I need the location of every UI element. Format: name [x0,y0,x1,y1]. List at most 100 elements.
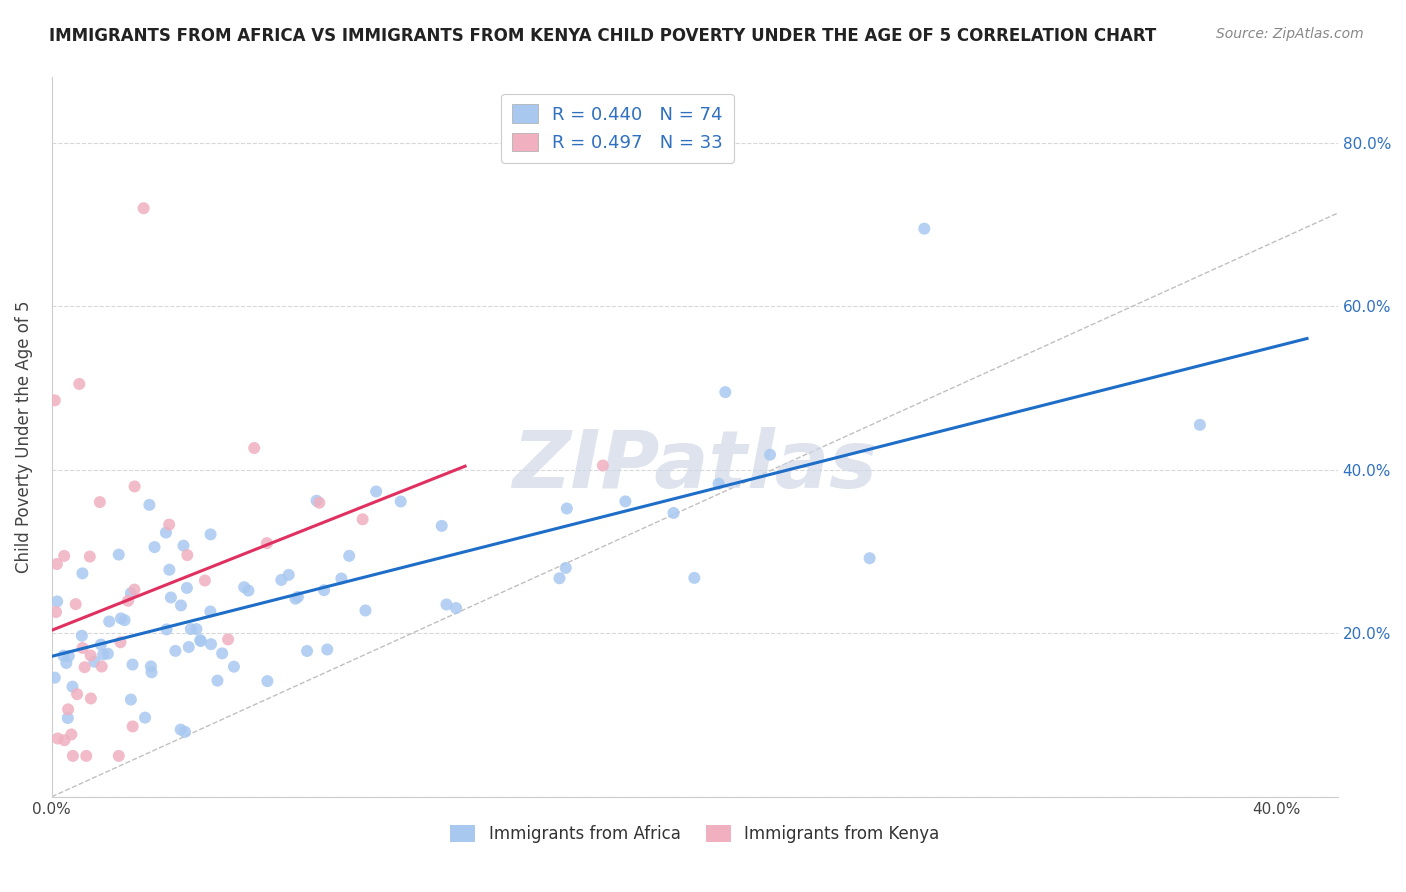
Point [98,615,121,629]
Point [141,665,163,680]
Point [62,748,84,763]
Point [200,605,222,619]
Point [366,484,388,499]
Point [107,748,129,763]
Text: Source: ZipAtlas.com: Source: ZipAtlas.com [1216,27,1364,41]
Point [114,613,136,627]
Point [1188,417,1211,432]
Point [73,660,96,674]
Point [614,494,637,508]
Text: ZIPatlas: ZIPatlas [512,427,877,505]
Point [176,548,198,562]
Point [238,583,260,598]
Point [83,655,105,669]
Point [46,731,69,746]
Point [45,557,67,571]
Y-axis label: Child Poverty Under the Age of 5: Child Poverty Under the Age of 5 [15,301,32,574]
Point [287,590,309,604]
Point [72,566,94,581]
Point [124,479,146,493]
Point [143,540,166,554]
Point [55,656,77,670]
Point [295,644,318,658]
Point [436,598,458,612]
Point [79,549,101,564]
Point [60,727,83,741]
Point [160,591,183,605]
Point [56,702,79,716]
Point [134,710,156,724]
Point [89,495,111,509]
Point [188,633,211,648]
Point [170,723,193,737]
Legend: Immigrants from Africa, Immigrants from Kenya: Immigrants from Africa, Immigrants from … [440,815,949,853]
Point [194,574,217,588]
Point [683,571,706,585]
Point [707,476,730,491]
Point [53,549,76,563]
Point [44,393,66,408]
Point [554,561,576,575]
Text: IMMIGRANTS FROM AFRICA VS IMMIGRANTS FROM KENYA CHILD POVERTY UNDER THE AGE OF 5: IMMIGRANTS FROM AFRICA VS IMMIGRANTS FRO… [49,27,1157,45]
Point [256,536,278,550]
Point [58,648,80,663]
Point [72,640,94,655]
Point [107,548,129,562]
Point [284,591,307,606]
Point [270,573,292,587]
Point [555,501,578,516]
Point [53,733,76,747]
Point [548,571,571,585]
Point [176,581,198,595]
Point [389,494,412,508]
Point [139,659,162,673]
Point [79,648,101,663]
Point [62,680,84,694]
Point [157,563,180,577]
Point [67,376,90,391]
Point [110,611,132,625]
Point [337,549,360,563]
Point [121,657,143,672]
Point [211,647,233,661]
Point [430,519,453,533]
Point [759,448,782,462]
Point [80,691,103,706]
Point [180,622,202,636]
Point [124,582,146,597]
Point [165,644,187,658]
Point [200,637,222,651]
Point [138,498,160,512]
Point [174,724,197,739]
Point [90,638,112,652]
Point [156,623,179,637]
Point [330,572,353,586]
Point [352,512,374,526]
Point [52,648,75,663]
Point [155,525,177,540]
Point [200,527,222,541]
Point [444,601,467,615]
Point [277,567,299,582]
Point [110,635,132,649]
Point [256,674,278,689]
Point [91,648,114,662]
Point [45,605,67,619]
Point [354,603,377,617]
Point [305,493,328,508]
Point [233,580,256,594]
Point [714,385,737,400]
Point [120,586,142,600]
Point [592,458,614,473]
Point [97,647,120,661]
Point [243,441,266,455]
Point [65,597,87,611]
Point [75,748,97,763]
Point [90,659,112,673]
Point [207,673,229,688]
Point [912,221,935,235]
Point [44,671,66,685]
Point [190,634,212,648]
Point [120,692,142,706]
Point [157,517,180,532]
